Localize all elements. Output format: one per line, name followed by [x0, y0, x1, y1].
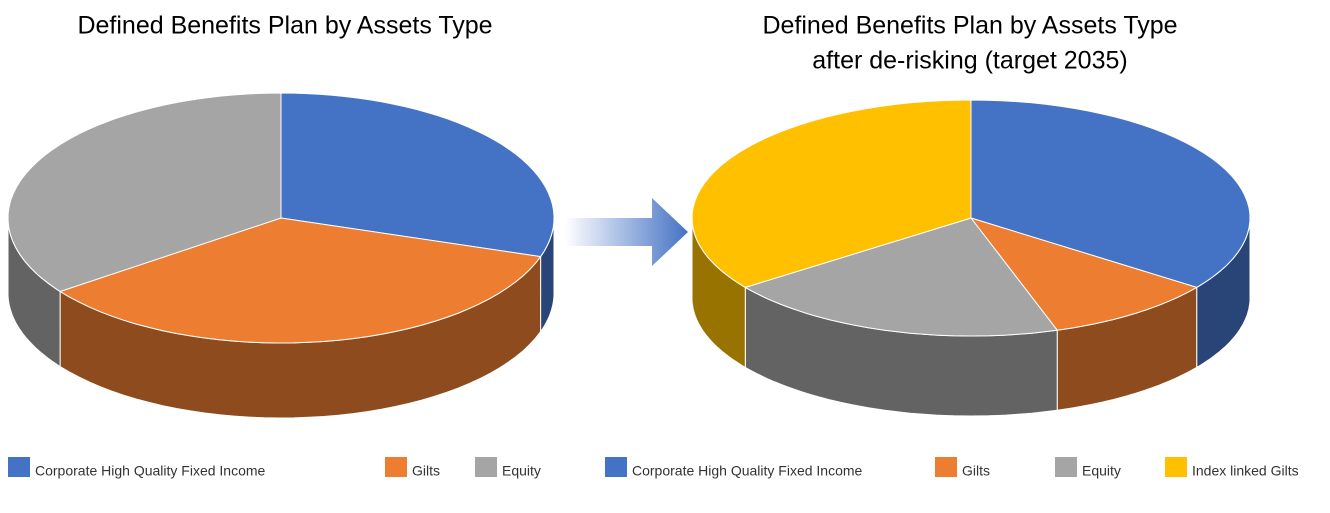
legend-label: Equity [502, 463, 541, 479]
legend-label: Gilts [412, 463, 440, 479]
chart-title: Defined Benefits Plan by Assets Type [77, 12, 492, 40]
legend-label: Corporate High Quality Fixed Income [632, 463, 863, 479]
legend-swatch [935, 457, 957, 477]
legend-swatch [475, 457, 497, 477]
arrow [565, 198, 688, 266]
pie-slice [744, 217, 1059, 337]
legend-swatch [1055, 457, 1077, 477]
legend-swatch [8, 457, 30, 477]
legend-swatch [605, 457, 627, 477]
legend-label: Gilts [962, 463, 990, 479]
pie-slice [969, 217, 1198, 331]
pie-slice [58, 217, 542, 344]
chart-subtitle: after de-risking (target 2035) [812, 47, 1127, 75]
pie-slice [7, 92, 282, 293]
legend-label: Corporate High Quality Fixed Income [35, 463, 266, 479]
legend-swatch [1165, 457, 1187, 477]
legend-swatch [385, 457, 407, 477]
chart-title: Defined Benefits Plan by Assets Type [762, 12, 1177, 40]
pie-slice [691, 99, 972, 288]
pie-slice [280, 92, 555, 258]
legend-label: Equity [1082, 463, 1121, 479]
pie-slice [970, 99, 1251, 288]
legend-label: Index linked Gilts [1192, 463, 1299, 479]
